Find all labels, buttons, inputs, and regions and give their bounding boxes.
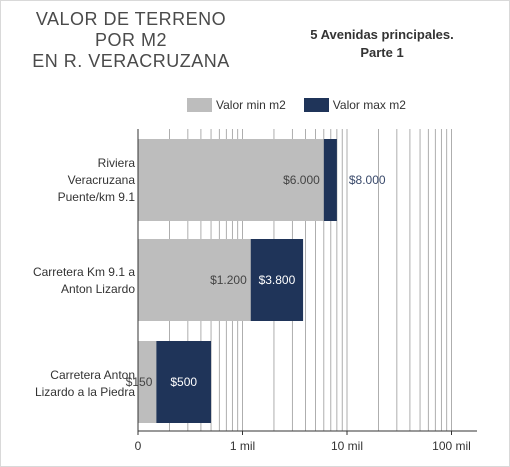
category-label-line: Carretera Km 9.1 a: [32, 265, 135, 279]
bar-min: [138, 139, 324, 221]
category-label-line: Carretera Anton: [50, 368, 135, 382]
chart-subtitle: 5 Avenidas principales. Parte 1: [289, 26, 475, 62]
data-label-max: $3.800: [259, 273, 296, 287]
category-label-riviera: Riviera Veracruzana Puente/km 9.1: [11, 155, 135, 206]
data-label-min: $150: [126, 375, 153, 389]
chart-title-line-1: VALOR DE TERRENO: [35, 9, 227, 29]
legend-swatch-min: [187, 98, 212, 112]
data-label-min: $6.000: [283, 173, 320, 187]
category-label-line: Lizardo a la Piedra: [34, 385, 135, 399]
category-label-anton: Carretera Anton Lizardo a la Piedra: [11, 367, 135, 401]
category-label-line: Riviera: [97, 156, 135, 170]
category-label-line: Veracruzana: [67, 173, 135, 187]
chart-subtitle-line-1: 5 Avenidas principales.: [310, 27, 454, 42]
x-tick-label: 100 mil: [432, 439, 471, 453]
chart-title-line-2: POR M2: [94, 30, 167, 50]
bar-min: [138, 341, 157, 423]
legend-item-max: Valor max m2: [303, 98, 406, 112]
legend-label-min: Valor min m2: [216, 98, 286, 112]
legend-label-max: Valor max m2: [332, 98, 406, 112]
x-tick-label: 0: [135, 439, 142, 453]
category-label-line: Anton Lizardo: [60, 282, 135, 296]
chart-subtitle-line-2: Parte 1: [360, 45, 404, 60]
data-label-min: $1.200: [210, 273, 247, 287]
legend-item-min: Valor min m2: [187, 98, 286, 112]
data-label-max: $500: [170, 375, 197, 389]
category-label-km91: Carretera Km 9.1 a Anton Lizardo: [11, 264, 135, 298]
category-label-line: Puente/km 9.1: [57, 190, 135, 204]
legend-swatch-max: [303, 98, 329, 112]
chart-title-line-3: EN R. VERACRUZANA: [32, 51, 230, 71]
chart-title: VALOR DE TERRENO POR M2 EN R. VERACRUZAN…: [21, 9, 241, 72]
bar-min: [138, 239, 251, 321]
x-tick-label: 10 mil: [331, 439, 363, 453]
legend: Valor min m2 Valor max m2: [187, 97, 424, 113]
x-tick-label: 1 mil: [230, 439, 255, 453]
data-label-max: $8.000: [349, 173, 386, 187]
